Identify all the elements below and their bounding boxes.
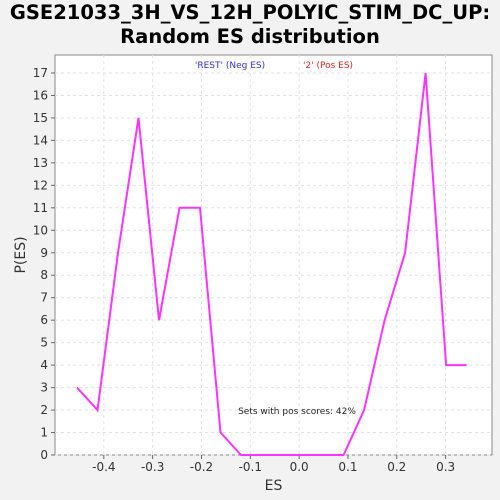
grid-lines xyxy=(55,55,492,456)
y-tick-label: 6 xyxy=(40,313,48,327)
x-tick-label: -0.4 xyxy=(92,460,115,474)
x-tick-label: 0.1 xyxy=(338,460,357,474)
y-tick-label: 5 xyxy=(40,336,48,350)
x-tick-label: 0.3 xyxy=(436,460,455,474)
pos-scores-annotation: Sets with pos scores: 42% xyxy=(238,407,356,417)
y-tick-label: 3 xyxy=(40,381,48,395)
x-tick-label: 0.2 xyxy=(387,460,406,474)
y-tick-label: 15 xyxy=(33,111,48,125)
plot-area xyxy=(54,54,493,456)
es-distribution-line xyxy=(76,72,467,456)
y-tick-label: 17 xyxy=(33,66,48,80)
y-tick-label: 0 xyxy=(40,448,48,462)
y-tick-label: 9 xyxy=(40,246,48,260)
x-tick-label: -0.2 xyxy=(190,460,213,474)
x-axis-label: ES xyxy=(265,478,283,494)
y-tick-label: 7 xyxy=(40,291,48,305)
x-tick-label: -0.1 xyxy=(239,460,262,474)
y-tick-label: 13 xyxy=(33,156,48,170)
y-tick-label: 16 xyxy=(33,88,48,102)
y-axis-label: P(ES) xyxy=(13,236,29,273)
y-tick-label: 10 xyxy=(33,223,48,237)
chart-title-line1: GSE21033_3H_VS_12H_POLYIC_STIM_DC_UP: xyxy=(9,1,491,24)
legend-pos-es: '2' (Pos ES) xyxy=(303,61,353,71)
y-tick-label: 1 xyxy=(40,426,48,440)
x-tick-label: 0.0 xyxy=(290,460,309,474)
legend-neg-es: 'REST' (Neg ES) xyxy=(195,61,265,71)
chart-title-line2: Random ES distribution xyxy=(120,25,380,48)
y-tick-label: 11 xyxy=(33,201,48,215)
x-tick-label: -0.3 xyxy=(141,460,164,474)
y-tick-label: 12 xyxy=(33,178,48,192)
y-tick-label: 4 xyxy=(40,358,48,372)
y-tick-label: 14 xyxy=(33,133,48,147)
y-tick-label: 8 xyxy=(40,268,48,282)
y-tick-label: 2 xyxy=(40,403,48,417)
series-layer xyxy=(76,72,467,456)
